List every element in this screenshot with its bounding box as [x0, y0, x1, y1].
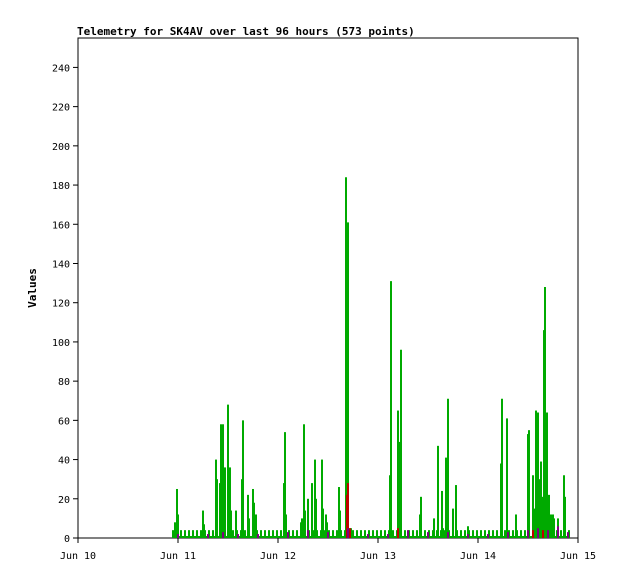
x-tick-label: Jun 14: [460, 551, 496, 562]
y-tick-label: 200: [52, 142, 70, 153]
y-tick-label: 220: [52, 103, 70, 114]
y-tick-label: 160: [52, 220, 70, 231]
y-tick-label: 60: [58, 416, 70, 427]
x-tick-label: Jun 15: [560, 551, 596, 562]
plot-frame: [77, 37, 579, 539]
y-tick-label: 140: [52, 259, 70, 270]
y-tick-label: 100: [52, 338, 70, 349]
data-bars: [172, 177, 570, 538]
y-tick-label: 80: [58, 377, 70, 388]
y-tick-label: 240: [52, 63, 70, 74]
chart-title: Telemetry for SK4AV over last 96 hours (…: [77, 25, 415, 38]
y-tick-label: 120: [52, 299, 70, 310]
x-tick-label: Jun 12: [260, 551, 296, 562]
y-tick-label: 0: [64, 534, 70, 545]
y-tick-label: 20: [58, 495, 70, 506]
y-tick-label: 180: [52, 181, 70, 192]
x-tick-label: Jun 11: [160, 551, 196, 562]
y-axis-title: Values: [26, 268, 39, 308]
axis-ticks: 0 20 40 60 80 100 120 140 160 180 200 220 240 Jun 10 J…: [52, 63, 596, 562]
y-tick-label: 40: [58, 456, 70, 467]
x-tick-label: Jun 13: [360, 551, 396, 562]
x-tick-label: Jun 10: [60, 551, 96, 562]
